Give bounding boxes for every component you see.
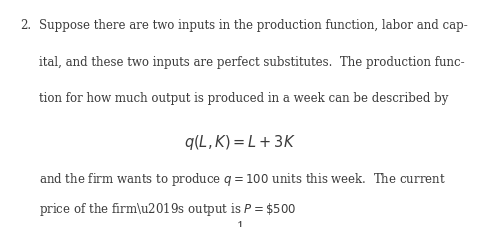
Text: and the firm wants to produce $q = 100$ units this week.  The current: and the firm wants to produce $q = 100$ … <box>39 171 446 188</box>
Text: tion for how much output is produced in a week can be described by: tion for how much output is produced in … <box>39 92 449 105</box>
Text: price of the firm\u2019s output is $P = \$500$: price of the firm\u2019s output is $P = … <box>39 201 297 218</box>
Text: Suppose there are two inputs in the production function, labor and cap-: Suppose there are two inputs in the prod… <box>39 19 468 32</box>
Text: ital, and these two inputs are perfect substitutes.  The production func-: ital, and these two inputs are perfect s… <box>39 56 465 69</box>
Text: 1: 1 <box>236 221 244 227</box>
Text: $q(L, K) = L + 3K$: $q(L, K) = L + 3K$ <box>184 133 296 152</box>
Text: 2.: 2. <box>20 19 31 32</box>
